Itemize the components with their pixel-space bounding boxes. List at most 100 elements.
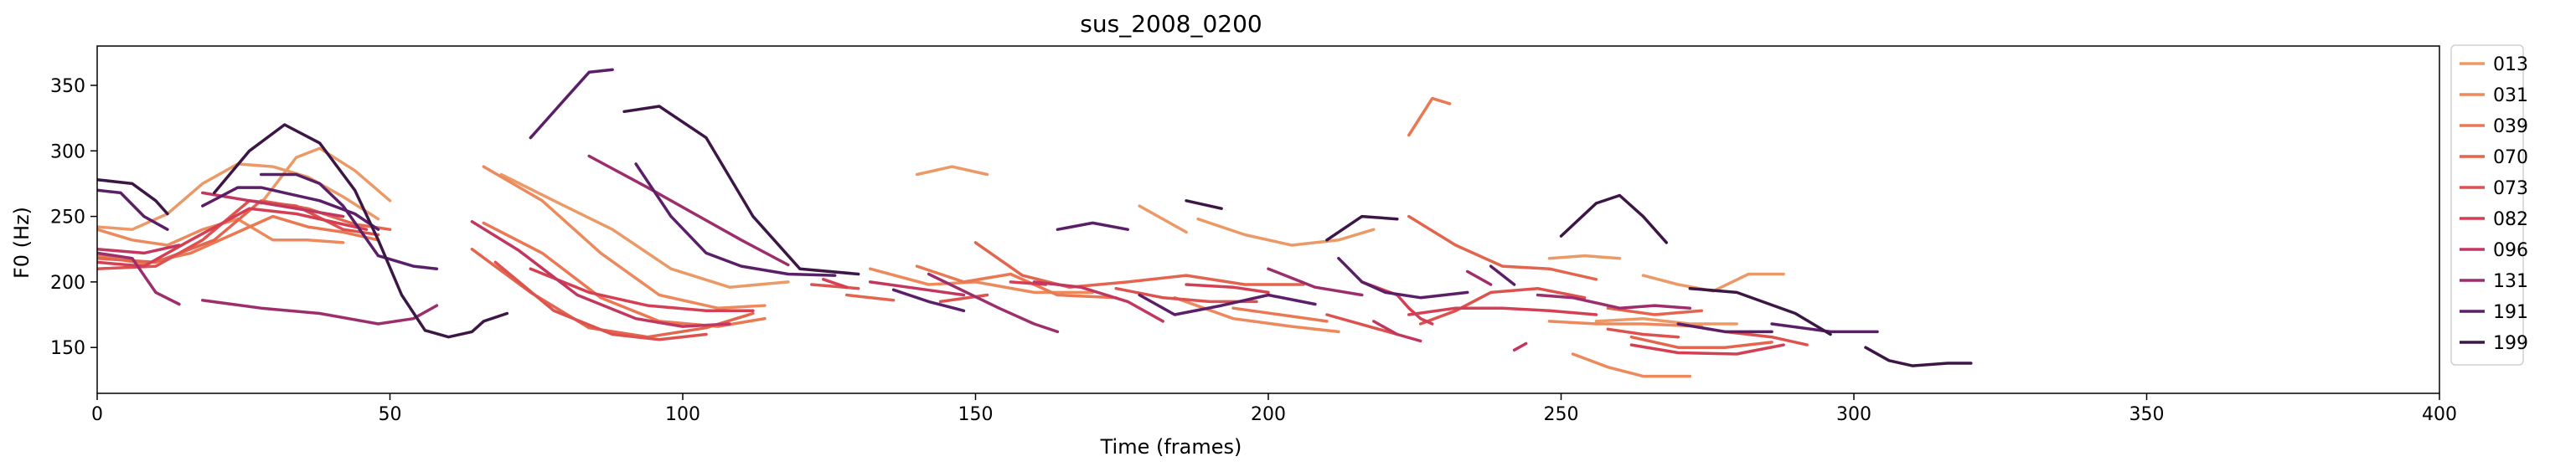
f0-contour-096-3 [868,280,966,297]
x-axis-title: Time (frames) [1100,435,1242,459]
f0-contour-070-4 [1407,214,1598,281]
f0-contour-131-2 [587,154,790,267]
f0-contour-039-3 [1231,306,1329,323]
x-tick-label: 200 [1251,404,1286,425]
f0-contour-096-6 [1512,341,1528,352]
f0-contour-191-2 [259,172,439,270]
f0-contour-082-5 [1360,280,1434,326]
series-199 [97,105,1973,367]
x-tick-label: 100 [665,404,700,425]
legend-label-199: 199 [2493,333,2528,354]
f0-contour-039-4 [1407,96,1452,137]
y-tick-label: 150 [50,338,85,359]
f0-contour-096-2 [470,220,731,328]
f0-contour-199-3 [1185,199,1223,210]
legend-label-039: 039 [2493,116,2528,137]
x-tick-label: 50 [379,404,402,425]
f0-contour-131-3 [927,272,1060,334]
f0-contour-073-2 [810,283,860,290]
y-tick-label: 300 [50,141,85,162]
f0-contour-131-4 [1267,267,1364,297]
f0-contour-073-5 [1325,313,1399,336]
f0-contour-013-5 [1196,217,1376,247]
f0-contour-191-1 [201,186,380,231]
f0-contour-191-7 [1138,293,1317,316]
f0-contour-191-9 [1489,264,1516,286]
legend-label-131: 131 [2493,271,2528,292]
f0-contour-191-11 [1770,322,1879,334]
f0-contour-070-6 [1629,335,1773,349]
f0-contour-199-7 [1864,346,1973,367]
f0-contour-131-6 [1536,293,1692,310]
f0-contour-070-2 [844,293,896,302]
f0-contour-013-2 [499,172,790,289]
f0-contour-013-4 [1138,204,1188,234]
f0-contour-096-4 [1032,280,1164,323]
f0-contour-199-6 [1688,286,1832,336]
f0-contour-096-1 [201,191,345,218]
f0-contour-082-4 [1185,283,1270,295]
y-tick-label: 200 [50,273,85,294]
f0-contour-191-5 [891,288,966,313]
f0-contour-191-6 [1056,221,1129,231]
f0-contour-073-7 [1606,327,1680,339]
chart-title: sus_2008_0200 [1080,10,1262,38]
legend-label-096: 096 [2493,240,2528,261]
f0-contour-013-3 [915,165,989,177]
f0-contour-131-5 [1465,269,1493,286]
f0-contour-199-0 [97,177,169,216]
f0-contour-073-3 [938,293,989,304]
f0-contour-073-1 [493,260,708,341]
f0-contour-191-8 [1337,256,1469,300]
legend-label-070: 070 [2493,147,2528,168]
f0-contour-013-1 [259,146,392,205]
x-tick-label: 350 [2129,404,2165,425]
f0-contour-013-8 [1594,316,1738,326]
f0-contour-013-6 [1547,254,1622,260]
series-082 [97,207,1785,356]
x-tick-label: 400 [2422,404,2457,425]
legend: 013 031 039 070 073 082 096 131 191 199 [2450,44,2528,366]
x-tick-label: 250 [1544,404,1579,425]
legend-label-082: 082 [2493,209,2528,230]
series-191 [97,68,1879,334]
f0-contour-199-1 [213,123,509,339]
series-096 [97,191,1528,352]
y-tick-label: 350 [50,76,85,97]
f0-contour-073-8 [1723,330,1809,346]
f0-contour-039-2 [915,264,1118,300]
f0-contour-191-3 [529,68,614,140]
f0-contour-082-3 [1009,280,1048,286]
f0-contour-031-1 [482,165,767,310]
f0-contour-031-5 [1571,352,1692,378]
f0-contour-082-1 [529,267,755,313]
f0-contour-073-6 [1418,286,1587,326]
f0-contour-199-5 [1559,193,1669,244]
f0-contour-082-7 [1629,343,1785,356]
f0-contour-096-5 [1372,320,1422,343]
x-tick-label: 150 [958,404,994,425]
f0-contour-191-0 [97,188,169,231]
f0-contour-199-4 [1325,214,1399,242]
f0-contour-082-2 [822,278,849,289]
f0-contour-096-0 [97,244,181,255]
y-tick-label: 250 [50,208,85,228]
series-131 [97,154,1692,334]
f0-contour-031-4 [1547,320,1704,328]
f0-contour-082-6 [1407,306,1598,316]
f0-contour-191-10 [1676,322,1773,334]
legend-label-031: 031 [2493,85,2528,106]
x-axis: 0 50 100 150 200 250 300 350 400 [91,393,2457,425]
f0-contour-199-2 [622,105,860,276]
x-tick-label: 0 [91,404,103,425]
f0-contour-191-4 [634,162,837,277]
f0-contour-070-3 [973,241,1305,289]
y-axis-title: F0 (Hz) [10,207,34,279]
x-tick-label: 300 [1836,404,1871,425]
f0-contour-070-5 [1606,306,1704,316]
f0-contour-131-0 [97,251,181,306]
legend-label-191: 191 [2493,302,2528,323]
y-axis: 150 200 250 300 350 [50,76,97,359]
